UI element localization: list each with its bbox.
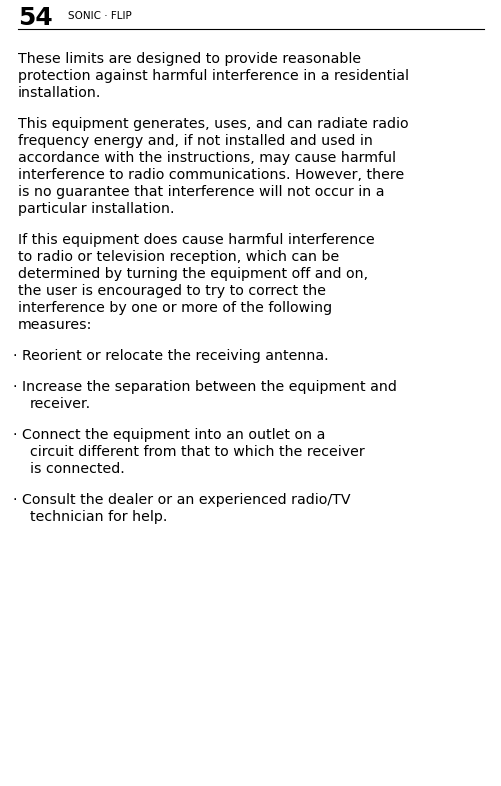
Text: ·: · xyxy=(12,493,17,507)
Text: Consult the dealer or an experienced radio/TV: Consult the dealer or an experienced rad… xyxy=(22,493,350,507)
Text: to radio or television reception, which can be: to radio or television reception, which … xyxy=(18,250,339,264)
Text: protection against harmful interference in a residential: protection against harmful interference … xyxy=(18,69,408,83)
Text: 54: 54 xyxy=(18,6,53,30)
Text: the user is encouraged to try to correct the: the user is encouraged to try to correct… xyxy=(18,284,325,298)
Text: If this equipment does cause harmful interference: If this equipment does cause harmful int… xyxy=(18,233,374,247)
Text: installation.: installation. xyxy=(18,86,101,100)
Text: This equipment generates, uses, and can radiate radio: This equipment generates, uses, and can … xyxy=(18,117,408,131)
Text: accordance with the instructions, may cause harmful: accordance with the instructions, may ca… xyxy=(18,151,395,165)
Text: particular installation.: particular installation. xyxy=(18,202,174,216)
Text: Reorient or relocate the receiving antenna.: Reorient or relocate the receiving anten… xyxy=(22,349,328,363)
Text: ·: · xyxy=(12,380,17,394)
Text: These limits are designed to provide reasonable: These limits are designed to provide rea… xyxy=(18,52,360,66)
Text: is connected.: is connected. xyxy=(30,462,125,476)
Text: measures:: measures: xyxy=(18,318,92,332)
Text: interference by one or more of the following: interference by one or more of the follo… xyxy=(18,301,332,315)
Text: Increase the separation between the equipment and: Increase the separation between the equi… xyxy=(22,380,396,394)
Text: interference to radio communications. However, there: interference to radio communications. Ho… xyxy=(18,168,403,182)
Text: frequency energy and, if not installed and used in: frequency energy and, if not installed a… xyxy=(18,134,372,148)
Text: is no guarantee that interference will not occur in a: is no guarantee that interference will n… xyxy=(18,185,384,199)
Text: ·: · xyxy=(12,349,17,363)
Text: receiver.: receiver. xyxy=(30,397,91,411)
Text: SONIC · FLIP: SONIC · FLIP xyxy=(68,11,131,21)
Text: technician for help.: technician for help. xyxy=(30,510,167,524)
Text: ·: · xyxy=(12,428,17,442)
Text: determined by turning the equipment off and on,: determined by turning the equipment off … xyxy=(18,267,367,281)
Text: Connect the equipment into an outlet on a: Connect the equipment into an outlet on … xyxy=(22,428,325,442)
Text: circuit different from that to which the receiver: circuit different from that to which the… xyxy=(30,445,364,459)
